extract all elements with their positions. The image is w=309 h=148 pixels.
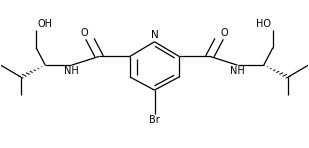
- Text: O: O: [221, 28, 228, 38]
- Text: NH: NH: [64, 66, 79, 76]
- Text: OH: OH: [38, 19, 53, 29]
- Text: HO: HO: [256, 19, 271, 29]
- Text: Br: Br: [149, 115, 160, 125]
- Text: NH: NH: [230, 66, 245, 76]
- Text: O: O: [81, 28, 88, 38]
- Text: N: N: [150, 30, 159, 40]
